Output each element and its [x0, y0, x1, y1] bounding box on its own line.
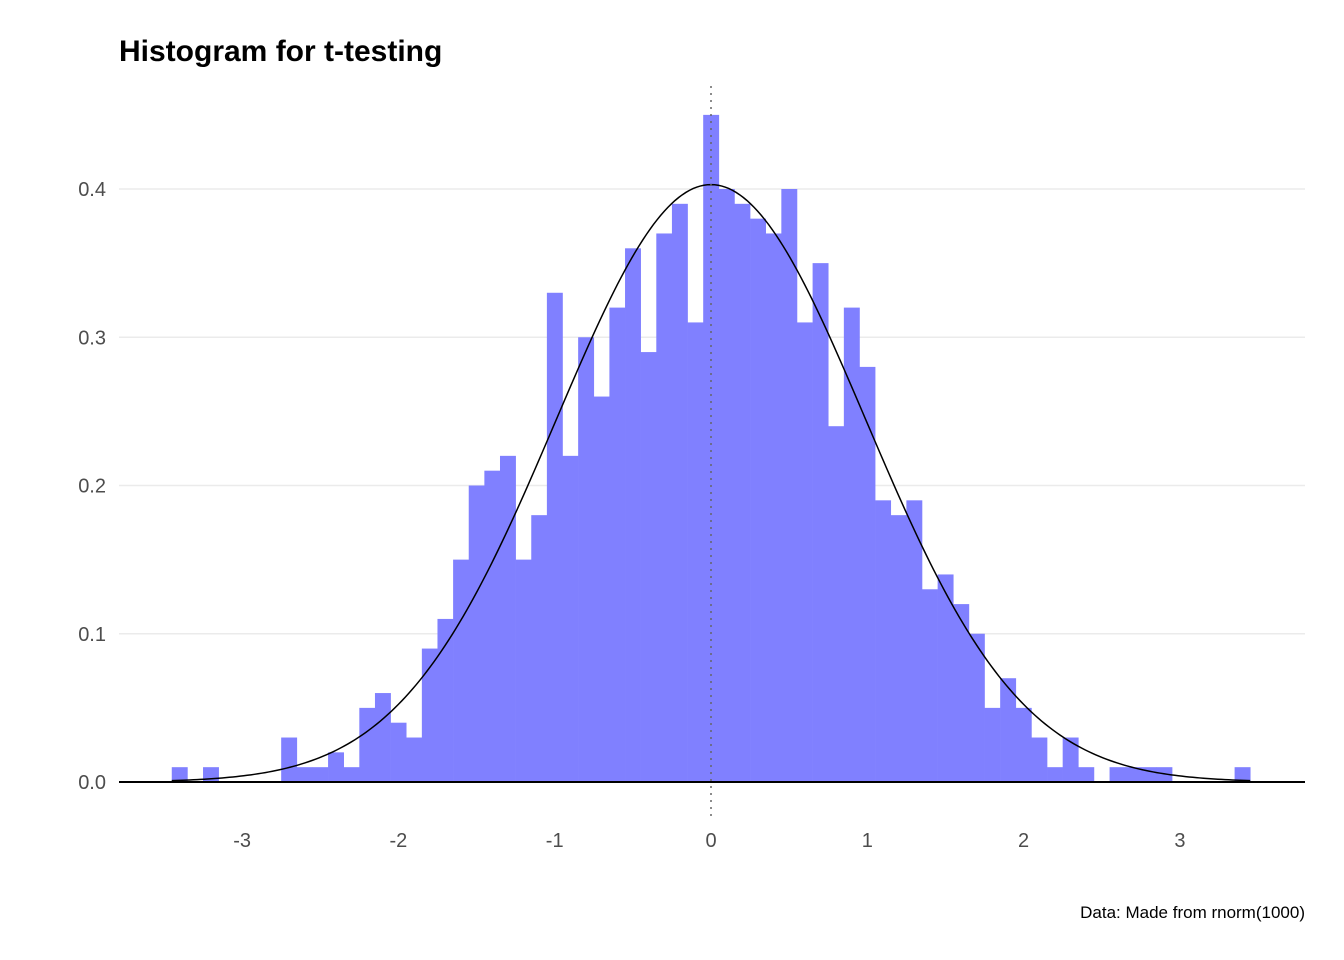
histogram-bar	[781, 189, 798, 782]
histogram-bar	[468, 485, 485, 782]
histogram-bar	[484, 470, 501, 782]
histogram-bar	[922, 589, 938, 782]
histogram-bar	[812, 263, 829, 782]
histogram-bar	[453, 559, 470, 782]
histogram-bar	[890, 515, 907, 782]
x-axis-ticks: -3 -2 -1 0 1 2 3	[233, 830, 1185, 852]
histogram-bar	[671, 203, 688, 782]
y-tick-label: 0.1	[78, 624, 106, 646]
x-tick-label: -2	[390, 830, 408, 852]
chart-title: Histogram for t-testing	[119, 35, 442, 68]
histogram-bar	[499, 455, 516, 782]
histogram-bar	[296, 767, 313, 782]
histogram-bar	[578, 337, 595, 782]
histogram-bar	[953, 604, 970, 782]
histogram-bar	[1125, 767, 1142, 782]
chart-caption: Data: Made from rnorm(1000)	[1080, 903, 1305, 922]
histogram-bar	[1234, 767, 1251, 782]
histogram-bar	[171, 767, 188, 782]
histogram-bar	[609, 307, 626, 782]
histogram-bar	[359, 707, 376, 782]
histogram-bar	[531, 515, 548, 782]
histogram-bar	[515, 559, 532, 782]
histogram-bar	[1000, 678, 1017, 782]
y-tick-label: 0.3	[78, 327, 106, 349]
x-tick-label: 1	[862, 830, 873, 852]
histogram-bar	[1062, 737, 1079, 782]
y-tick-label: 0.0	[78, 772, 106, 794]
histogram-bar	[437, 618, 454, 782]
histogram-bar	[562, 455, 579, 782]
histogram-bar	[656, 233, 673, 783]
histogram-bar	[687, 322, 704, 782]
histogram-bar	[312, 767, 329, 782]
histogram-bar	[546, 292, 563, 782]
histogram-bar	[1031, 737, 1048, 782]
histogram-bar	[1078, 767, 1095, 782]
histogram-bar	[843, 307, 860, 782]
histogram-bars	[171, 114, 1251, 783]
histogram-bar	[593, 396, 610, 782]
histogram-bar	[796, 322, 813, 782]
histogram-bar	[718, 189, 735, 782]
histogram-bar	[828, 426, 845, 782]
histogram-bar	[1109, 767, 1126, 782]
histogram-bar	[421, 648, 438, 782]
x-tick-label: -3	[233, 830, 251, 852]
histogram-bar	[937, 574, 954, 782]
histogram-bar	[734, 203, 751, 782]
y-tick-label: 0.2	[78, 476, 106, 498]
histogram-bar	[640, 352, 657, 782]
histogram-bar	[765, 233, 782, 783]
x-tick-label: 3	[1174, 830, 1185, 852]
histogram-bar	[750, 218, 767, 782]
histogram-bar	[859, 366, 876, 782]
histogram-bar	[703, 114, 720, 782]
histogram-bar	[968, 633, 985, 782]
y-tick-label: 0.4	[78, 179, 106, 201]
y-axis-ticks: 0.0 0.1 0.2 0.3 0.4	[78, 179, 106, 794]
histogram-bar	[406, 737, 423, 782]
x-tick-label: 2	[1018, 830, 1029, 852]
histogram-bar	[625, 248, 641, 783]
histogram-bar	[374, 693, 391, 782]
histogram-bar	[1047, 767, 1063, 782]
histogram-bar	[390, 722, 407, 782]
histogram-bar	[984, 707, 1001, 782]
histogram-bar	[343, 767, 360, 782]
histogram-bar	[875, 500, 892, 782]
histogram-bar	[1015, 707, 1032, 782]
x-tick-label: -1	[546, 830, 564, 852]
histogram-bar	[281, 737, 298, 782]
x-tick-label: 0	[705, 830, 716, 852]
histogram-bar	[906, 500, 923, 782]
histogram-bar	[328, 752, 344, 782]
